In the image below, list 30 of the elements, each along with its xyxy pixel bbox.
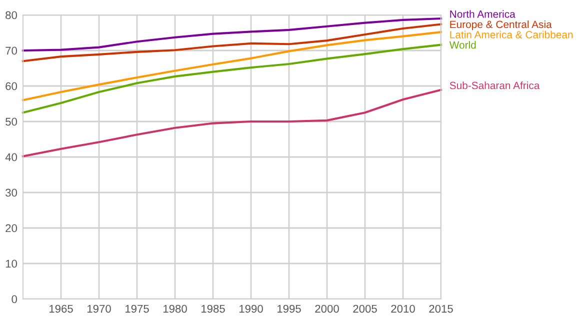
x-tick-label: 1985	[201, 304, 225, 313]
y-tick-label: 30	[6, 188, 18, 197]
line-series	[22, 88, 442, 158]
y-tick-label: 20	[6, 224, 18, 232]
x-tick-label: 1995	[277, 304, 301, 313]
y-tick-label: 80	[6, 11, 18, 20]
series-label: Latin America & Caribbean	[450, 30, 573, 38]
x-tick-label: 2015	[429, 304, 453, 313]
y-tick-label: 50	[6, 118, 18, 126]
line-series	[22, 18, 442, 52]
y-tick-label: 0	[12, 295, 18, 304]
line-series	[22, 30, 442, 102]
x-tick-label: 1975	[125, 304, 149, 313]
x-tick-label: 1980	[163, 304, 187, 313]
series-label: Sub-Saharan Africa	[450, 82, 540, 90]
series-label: Europe & Central Asia	[450, 20, 552, 30]
x-tick-label: 2000	[315, 304, 339, 313]
y-tick-label: 60	[6, 82, 18, 90]
y-tick-label: 10	[6, 260, 18, 268]
x-tick-label: 2005	[353, 304, 377, 313]
series-label: World	[449, 41, 476, 49]
x-tick-label: 2010	[391, 304, 415, 313]
line-series	[22, 23, 442, 62]
x-tick-label: 1970	[87, 304, 111, 313]
y-tick-label: 70	[6, 46, 18, 55]
y-tick-label: 40	[5, 153, 18, 162]
line-series	[22, 44, 442, 114]
series-label: North America	[450, 10, 516, 18]
x-tick-label: 1990	[239, 304, 263, 313]
x-tick-label: 1965	[49, 304, 73, 313]
